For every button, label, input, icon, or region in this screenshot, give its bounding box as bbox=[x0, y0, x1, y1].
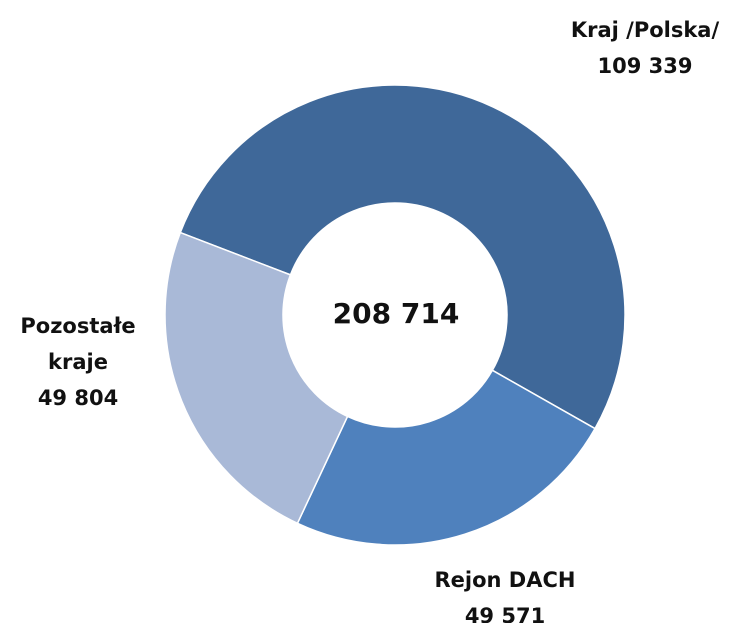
slice bbox=[164, 231, 349, 525]
category-label: Kraj /Polska/ bbox=[570, 18, 720, 42]
category-label: Pozostałe kraje bbox=[20, 314, 136, 374]
value-label: 49 571 bbox=[464, 604, 546, 623]
value-label: 109 339 bbox=[597, 54, 693, 78]
slice bbox=[179, 84, 626, 430]
slice-label: Pozostałe kraje 49 804 bbox=[13, 308, 143, 416]
slice-label: Rejon DACH 49 571 bbox=[395, 562, 615, 623]
category-label: Rejon DACH bbox=[434, 568, 576, 592]
value-label: 49 804 bbox=[37, 386, 119, 410]
slice-label: Kraj /Polska/109 339 bbox=[545, 12, 745, 84]
center-label: 208 714 bbox=[333, 297, 460, 330]
slice bbox=[296, 369, 597, 546]
